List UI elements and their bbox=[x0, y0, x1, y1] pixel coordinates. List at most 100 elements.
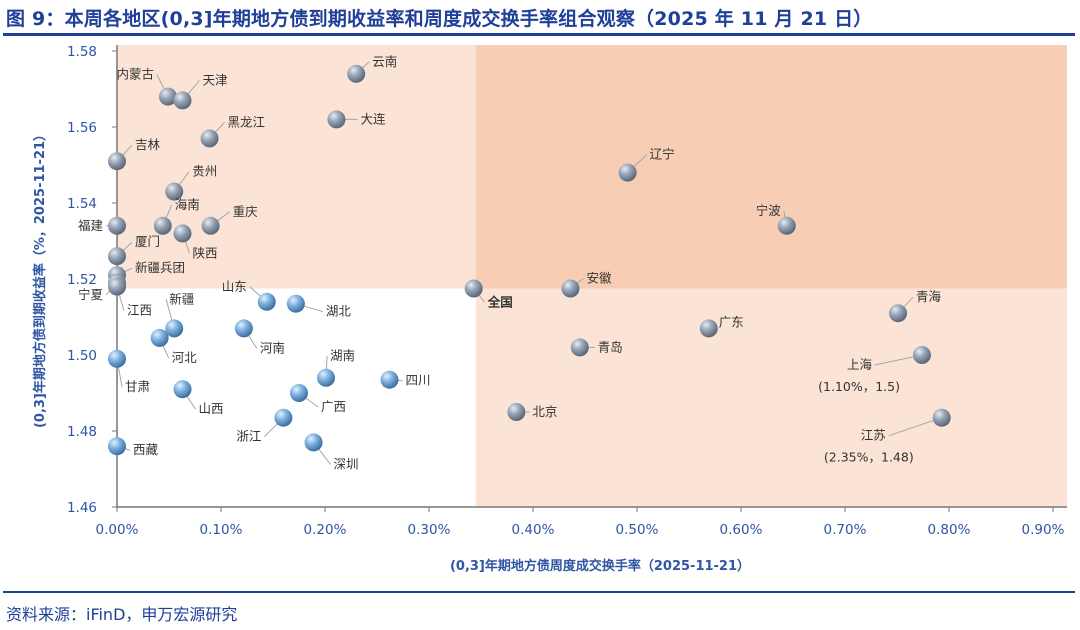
scatter-point[interactable] bbox=[274, 408, 293, 427]
scatter-point[interactable] bbox=[570, 338, 589, 357]
x-tick-label: 0.00% bbox=[96, 522, 139, 538]
scatter-point[interactable] bbox=[173, 91, 192, 110]
scatter-point-group: 辽宁 bbox=[618, 147, 675, 182]
scatter-point-group: 江苏 (2.35%，1.48) bbox=[824, 408, 951, 465]
scatter-point-group: 山东 bbox=[222, 279, 276, 311]
y-tick-label: 1.56 bbox=[67, 120, 97, 136]
y-tick-label: 1.50 bbox=[67, 348, 97, 364]
scatter-point[interactable] bbox=[165, 319, 184, 338]
point-label: 河南 bbox=[260, 340, 285, 355]
title-divider bbox=[3, 33, 1075, 36]
scatter-point-group: 厦门 bbox=[108, 234, 160, 266]
scatter-point-group: 新疆 bbox=[165, 291, 194, 338]
scatter-point[interactable] bbox=[150, 328, 169, 347]
point-label: 河北 bbox=[172, 350, 198, 365]
scatter-point[interactable] bbox=[201, 216, 220, 235]
scatter-point-group: 吉林 bbox=[108, 137, 161, 171]
point-label: 广西 bbox=[321, 399, 346, 414]
scatter-point[interactable] bbox=[327, 110, 346, 129]
scatter-point[interactable] bbox=[108, 216, 126, 235]
point-label: 山东 bbox=[222, 279, 247, 294]
point-label: 黑龙江 bbox=[228, 114, 266, 129]
scatter-chart: 0.00% 0.10% 0.20% 0.30% 0.40% 0.50% 0.60% 0.70%… bbox=[32, 44, 1067, 574]
point-label: 云南 bbox=[372, 54, 397, 69]
scatter-point-group: 青海 bbox=[889, 289, 942, 323]
point-label: 上海 bbox=[847, 357, 873, 372]
scatter-point[interactable] bbox=[507, 403, 526, 421]
scatter-point-group: 陕西 bbox=[173, 224, 218, 260]
point-label: 江西 bbox=[127, 303, 152, 318]
scatter-point-group: 上海 (1.10%，1.5) bbox=[818, 346, 931, 394]
scatter-point[interactable] bbox=[200, 129, 219, 148]
y-axis-label: (0,3]年期地方债到期收益率（%，2025-11-21） bbox=[32, 128, 48, 428]
scatter-point[interactable] bbox=[317, 368, 336, 387]
scatter-point[interactable] bbox=[108, 247, 126, 266]
scatter-point[interactable] bbox=[165, 182, 184, 201]
point-label: 宁夏 bbox=[78, 287, 104, 302]
scatter-point-group: 青岛 bbox=[570, 338, 623, 357]
scatter-point[interactable] bbox=[912, 346, 931, 364]
y-tick-label: 1.58 bbox=[67, 44, 97, 60]
x-tick-label: 0.70% bbox=[824, 522, 867, 538]
scatter-point[interactable] bbox=[153, 216, 172, 235]
scatter-point-group: 全国 bbox=[464, 279, 513, 310]
scatter-point-group: 浙江 bbox=[236, 408, 293, 444]
scatter-point[interactable] bbox=[108, 349, 126, 368]
point-label: 安徽 bbox=[586, 271, 612, 286]
scatter-point-group: 北京 bbox=[507, 403, 557, 421]
point-label: 四川 bbox=[405, 373, 430, 388]
scatter-point[interactable] bbox=[108, 437, 126, 456]
point-label: 北京 bbox=[532, 404, 557, 419]
scatter-point-group: 湖南 bbox=[317, 348, 355, 387]
point-label: 福建 bbox=[78, 218, 104, 233]
scatter-point-group: 重庆 bbox=[201, 204, 258, 235]
scatter-point-group: 广东 bbox=[699, 314, 744, 338]
scatter-point[interactable] bbox=[777, 216, 796, 235]
scatter-point[interactable] bbox=[290, 384, 308, 402]
scatter-point[interactable] bbox=[304, 433, 323, 452]
scatter-point-group: 山西 bbox=[173, 380, 224, 416]
scatter-point-group: 贵州 bbox=[165, 164, 217, 201]
scatter-point[interactable] bbox=[561, 279, 580, 298]
point-label: 青岛 bbox=[598, 339, 623, 354]
scatter-point-group: 西藏 bbox=[108, 437, 159, 457]
point-note: (2.35%，1.48) bbox=[824, 450, 914, 465]
scatter-point[interactable] bbox=[234, 319, 253, 338]
scatter-point[interactable] bbox=[347, 64, 366, 83]
scatter-point[interactable] bbox=[380, 370, 399, 389]
scatter-point[interactable] bbox=[257, 292, 276, 311]
point-label: 贵州 bbox=[192, 164, 217, 179]
x-tick-label: 0.30% bbox=[408, 522, 451, 538]
scatter-point[interactable] bbox=[618, 163, 637, 182]
quadrant-high-yield-low-turnover bbox=[117, 45, 476, 289]
point-label: 江苏 bbox=[861, 428, 886, 443]
point-label: 湖南 bbox=[330, 348, 355, 363]
point-label: 西藏 bbox=[133, 442, 159, 457]
scatter-point[interactable] bbox=[173, 380, 192, 399]
scatter-point[interactable] bbox=[464, 279, 483, 298]
scatter-point-group: 福建 bbox=[78, 216, 126, 235]
x-tick-label: 0.60% bbox=[720, 522, 763, 538]
y-tick-label: 1.54 bbox=[67, 196, 97, 212]
point-label: 陕西 bbox=[193, 245, 218, 260]
point-label: 内蒙古 bbox=[116, 67, 154, 82]
x-tick-label: 0.10% bbox=[200, 522, 243, 538]
scatter-point-group: 大连 bbox=[327, 110, 386, 129]
scatter-point-group: 河南 bbox=[234, 319, 285, 355]
point-label: 辽宁 bbox=[650, 147, 675, 162]
scatter-point[interactable] bbox=[158, 87, 177, 106]
scatter-point[interactable] bbox=[173, 224, 192, 243]
source-note: 资料来源：iFinD，申万宏源研究 bbox=[6, 605, 238, 624]
scatter-point[interactable] bbox=[699, 319, 718, 338]
x-tick-label: 0.20% bbox=[304, 522, 347, 538]
scatter-point[interactable] bbox=[286, 294, 305, 313]
x-axis-label: (0,3]年期地方债周度成交换手率（2025-11-21） bbox=[450, 558, 750, 574]
x-tick-label: 0.90% bbox=[1022, 522, 1065, 538]
scatter-point[interactable] bbox=[108, 277, 126, 296]
quadrant-high-yield-high-turnover bbox=[475, 45, 1067, 289]
scatter-point[interactable] bbox=[108, 152, 126, 171]
scatter-point[interactable] bbox=[889, 304, 908, 323]
scatter-point[interactable] bbox=[932, 408, 951, 427]
point-label: 浙江 bbox=[236, 429, 261, 444]
point-label: 广东 bbox=[719, 314, 744, 329]
